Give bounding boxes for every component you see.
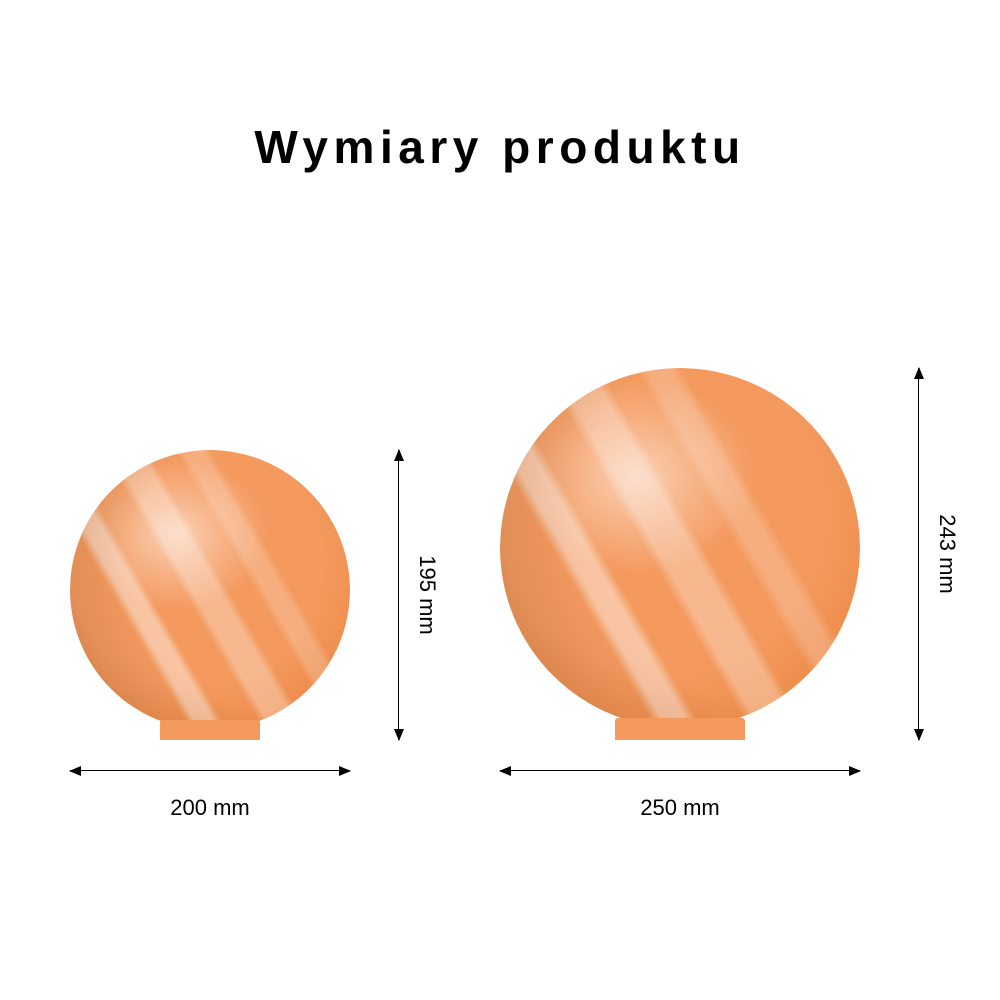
- product-small-sphere: [70, 450, 350, 730]
- product-large-collar: [615, 718, 745, 740]
- page-title: Wymiary produktu: [0, 120, 1000, 174]
- dim-label-small-width: 200 mm: [110, 795, 310, 821]
- product-small-collar: [160, 720, 260, 740]
- product-large: [500, 368, 860, 740]
- product-large-sphere: [500, 368, 860, 728]
- dim-line-small-width: [70, 770, 350, 771]
- dim-line-large-width: [500, 770, 860, 771]
- product-small: [70, 450, 350, 740]
- dim-label-large-height: 243 mm: [934, 514, 960, 593]
- sphere-shade: [500, 368, 860, 728]
- dim-label-small-height: 195 mm: [414, 555, 440, 634]
- dim-label-large-width: 250 mm: [580, 795, 780, 821]
- dim-line-small-height: [398, 450, 399, 740]
- sphere-shade: [70, 450, 350, 730]
- dim-line-large-height: [918, 368, 919, 740]
